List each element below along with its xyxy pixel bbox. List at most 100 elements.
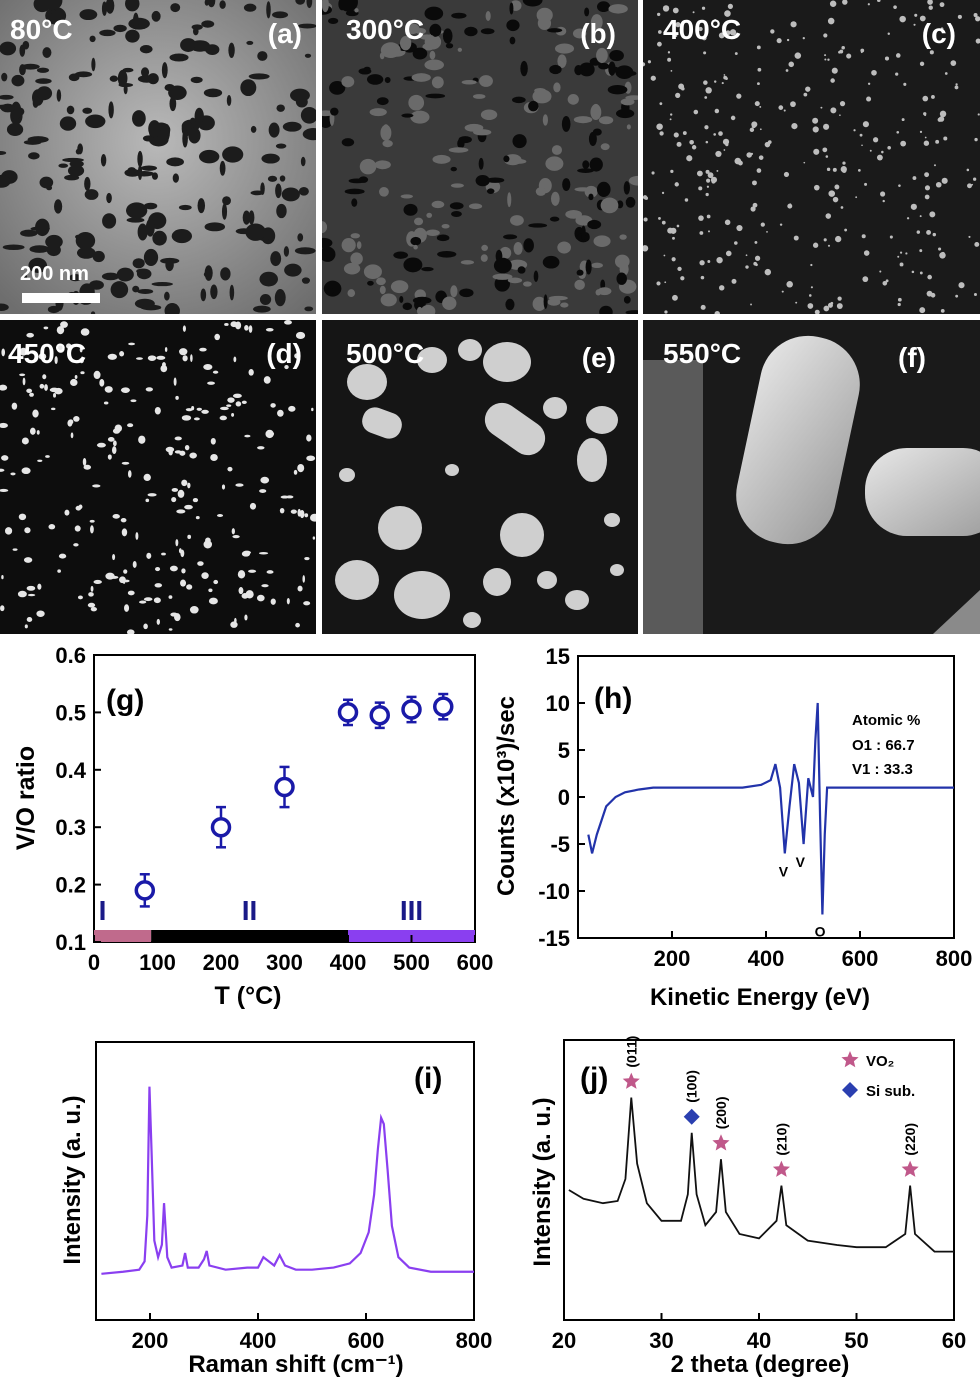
- sem-texture-grain: [705, 140, 709, 144]
- sem-texture-grain: [431, 200, 445, 209]
- sem-texture-grain: [871, 69, 877, 76]
- sem-texture-grain: [860, 48, 865, 53]
- sem-texture-particle: [36, 610, 45, 617]
- legend-label: Si sub.: [866, 1083, 915, 1100]
- sem-texture-grain: [929, 211, 936, 218]
- sem-texture-grain: [916, 230, 921, 234]
- sem-texture-grain: [682, 131, 687, 135]
- sem-texture-grain: [574, 187, 592, 192]
- sem-texture-grain: [968, 235, 971, 238]
- sem-texture-particle: [0, 488, 9, 492]
- sem-texture-grain: [719, 285, 725, 291]
- sem-texture-grain: [596, 1, 611, 13]
- sem-texture-grain: [479, 75, 493, 87]
- sem-texture-grain: [752, 202, 758, 208]
- sem-texture-particle: [171, 488, 179, 492]
- sem-texture-particle: [231, 413, 235, 417]
- sem-texture-particle: [127, 423, 134, 428]
- sem-texture-particle: [21, 467, 31, 475]
- sem-texture-pore: [108, 101, 114, 119]
- sem-texture-grain: [403, 257, 423, 273]
- sem-texture-grain: [410, 236, 422, 246]
- sem-texture-particle: [104, 386, 113, 393]
- sem-texture-pore: [259, 271, 278, 287]
- sem-texture-pore: [125, 29, 140, 43]
- sem-texture-particle: [297, 585, 303, 592]
- sem-texture-grain: [506, 19, 520, 32]
- sem-texture-grain: [840, 206, 844, 209]
- sem-texture-grain: [374, 160, 391, 170]
- sem-texture-grain: [549, 216, 560, 222]
- sem-texture-pore: [11, 74, 25, 87]
- sem-texture-pore: [67, 164, 85, 177]
- sem-texture-particle: [107, 353, 117, 360]
- sem-texture-grain: [528, 223, 548, 228]
- sem-texture-particle: [103, 401, 109, 405]
- sem-texture-pore: [190, 117, 196, 124]
- sem-texture-grain: [576, 269, 584, 276]
- sem-texture-grain: [663, 254, 666, 257]
- sem-texture-grain: [565, 210, 582, 219]
- sem-texture-particle: [168, 595, 173, 599]
- sem-texture-grain: [366, 74, 384, 85]
- sem-texture-pore: [207, 0, 216, 8]
- sem-texture-grain: [623, 181, 630, 195]
- sem-texture-pore: [101, 272, 120, 281]
- sem-texture-pore: [282, 121, 302, 132]
- sem-texture-grain: [707, 172, 714, 179]
- sem-texture-particle: [90, 525, 94, 534]
- sem-texture-pore: [281, 187, 300, 202]
- y-tick-label: 5: [558, 738, 570, 763]
- sem-texture-particle: [286, 597, 290, 605]
- y-tick-label: 0.6: [55, 643, 86, 668]
- sem-texture-grain: [486, 188, 495, 194]
- sem-texture-particle: [121, 461, 130, 465]
- sem-texture-grain: [887, 32, 890, 35]
- sem-texture-grain: [400, 194, 413, 199]
- sem-texture-pore: [23, 139, 42, 145]
- sem-texture-particle: [135, 532, 139, 540]
- data-point: [337, 702, 359, 723]
- sem-texture-particle: [208, 597, 218, 605]
- sem-texture-particle: [160, 364, 168, 373]
- sem-texture-grain: [935, 181, 942, 188]
- sem-texture-particle: [304, 556, 310, 561]
- sem-texture-particle: [174, 450, 182, 454]
- sem-texture-pore: [266, 1, 271, 19]
- sem-texture-grain: [647, 60, 651, 64]
- sem-texture-pore: [172, 173, 179, 183]
- region-label: III: [400, 895, 423, 926]
- sem-texture-grain: [625, 95, 638, 100]
- sem-texture-grain: [675, 34, 678, 37]
- sem-texture-pore: [0, 41, 17, 56]
- sem-texture-grain: [975, 16, 980, 22]
- sem-texture-grain: [841, 45, 845, 50]
- sem-texture-grain: [808, 294, 812, 297]
- sem-texture-pore: [240, 79, 257, 97]
- sem-texture-grain: [664, 310, 668, 314]
- sem-texture-grain: [836, 303, 843, 309]
- sem-texture-particle: [179, 348, 188, 356]
- sem-texture-pore: [1, 72, 8, 82]
- sem-texture-grain: [810, 263, 813, 267]
- sem-texture-grain: [813, 148, 820, 155]
- sem-texture-pore: [92, 250, 105, 263]
- sem-texture-pore: [105, 0, 115, 14]
- sem-texture-grain: [356, 241, 362, 249]
- sem-texture-grain: [442, 28, 453, 44]
- sem-texture-pore: [190, 76, 203, 84]
- sem-texture-particle: [143, 473, 151, 482]
- sem-texture-particle: [306, 434, 312, 442]
- legend-label: VO₂: [866, 1053, 894, 1070]
- sem-texture-grain: [676, 141, 682, 147]
- sem-texture-grain: [903, 82, 907, 86]
- sem-texture-pore: [284, 263, 302, 277]
- sem-texture-grain: [327, 17, 339, 25]
- sem-texture-pore: [109, 75, 119, 82]
- sem-texture-pore: [85, 114, 106, 129]
- sem-texture-particle: [90, 585, 94, 592]
- chart-h: 200 400 600 800 -15 -10 -5 0 5 10 15 VV O (h) Atomi…: [493, 644, 972, 1011]
- sem-texture-pore: [298, 186, 309, 196]
- sem-texture-pore: [102, 213, 117, 229]
- sem-texture-grain: [543, 294, 548, 309]
